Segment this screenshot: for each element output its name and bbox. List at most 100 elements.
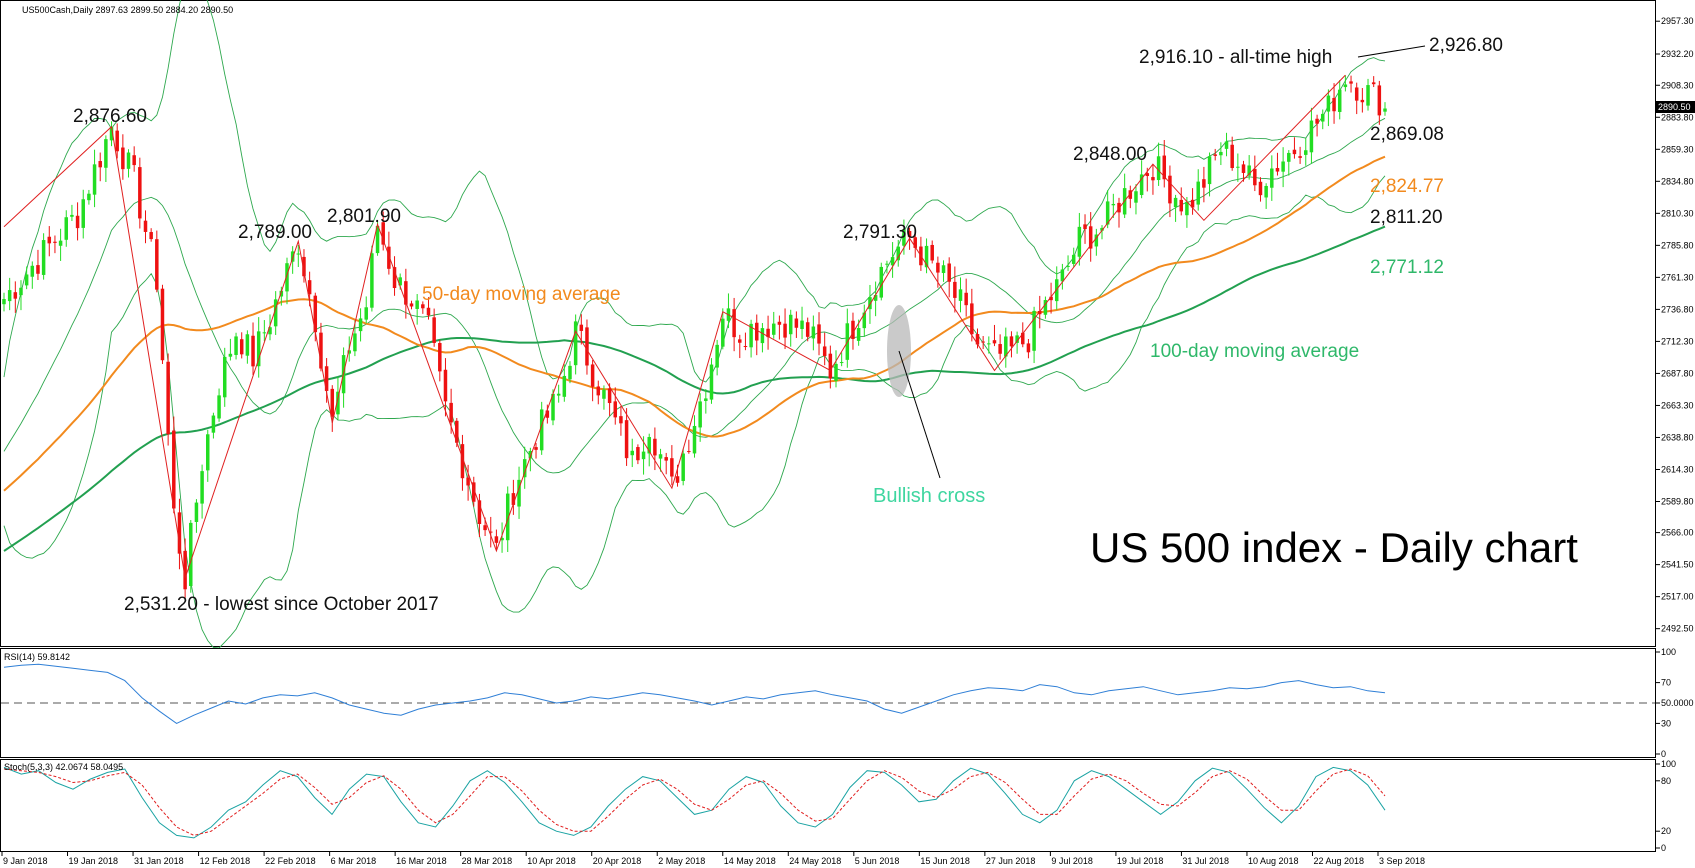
candle-body [664,457,668,461]
bullish-cross-label: Bullish cross [873,485,985,507]
ma50-label: 50-day moving average [422,284,621,305]
stoch-panel-frame [0,759,1656,852]
candle-body [771,323,776,335]
candle-body [528,450,533,459]
candle-body [585,327,589,366]
stoch-axis: 100 80 20 0 [1656,759,1676,853]
ath-pointer [1357,45,1426,58]
candle-body [534,447,538,450]
candle-body [953,281,957,298]
rsi-axis-label: 70 [1661,678,1671,688]
ma100-label: 100-day moving average [1150,341,1359,362]
candle-body [817,324,821,344]
candle-body [653,438,657,456]
candle-body [670,458,674,477]
candle-body [7,290,12,302]
candle-body [1088,226,1093,249]
candle-body [658,454,663,459]
candle-body [449,402,453,423]
candle-body [330,388,335,417]
bullish-cross-pointer [898,350,941,479]
candle-body [1179,199,1183,212]
candle-body [896,246,901,261]
bollinger-upper-line [3,0,1386,383]
candle-body [1354,87,1359,101]
candle-body [902,229,906,246]
candle-body [732,309,736,338]
candle-body [500,537,504,541]
rsi-axis-label: 0 [1661,749,1666,759]
candle-body [1145,173,1150,177]
candle-body [1100,227,1104,231]
candle-body [70,214,74,217]
candle-body [885,263,889,265]
candle-body [1230,144,1234,169]
candle-body [998,344,1002,354]
annotation-lower-band: 2,811.20 [1370,207,1443,228]
annotation-high-mar: 2,801.90 [327,206,401,227]
candle-body [81,199,85,228]
candle-body [879,266,884,298]
candle-body [545,410,550,418]
price-axis-label: 2761.30 [1661,272,1694,282]
stoch-lines [3,766,1386,839]
candle-body [873,295,878,301]
rsi-line [3,663,1386,724]
candle-body [755,322,759,341]
candle-body [613,401,618,418]
candle-body [392,267,397,289]
candle-body [1287,152,1291,162]
candle-body [189,522,193,587]
x-axis-label: 12 Feb 2018 [200,856,251,866]
candle-body [24,274,29,286]
candle-body [1151,177,1155,181]
candle-body [992,340,997,344]
candle-body [121,147,125,170]
candle-body [30,265,35,277]
candle-body [1343,84,1348,88]
ma100-line [3,225,1386,552]
stoch-panel: 100 80 20 0 Stoch(5,3,3) 42.0674 58.0495 [0,759,1676,853]
rsi-panel: 100 70 50.0000 30 0 RSI(14) 59.8142 [0,647,1694,759]
candle-body [1241,164,1246,173]
stoch-d-line [3,768,1386,836]
candle-body [370,253,374,308]
candle-body [1077,226,1082,257]
candle-body [58,240,63,246]
x-axis-label: 9 Jul 2018 [1051,856,1093,866]
candle-body [234,336,238,355]
candle-body [1015,335,1019,343]
annotation-low-feb: 2,531.20 - lowest since October 2017 [124,594,439,615]
candle-body [1326,95,1331,112]
candle-body [1196,181,1200,205]
x-axis-label: 27 Jun 2018 [986,856,1036,866]
annotation-middle-band: 2,869.08 [1370,124,1444,145]
candle-body [268,327,272,335]
candle-body [624,420,629,459]
candle-body [907,231,912,238]
candle-body [211,415,216,433]
candle-body [704,398,708,402]
candle-body [1224,141,1229,149]
bollinger-lower-line [3,175,1386,649]
candle-body [692,425,697,454]
chart-title: US 500 index - Daily chart [1090,524,1578,571]
price-axis-label: 2687.80 [1661,368,1694,378]
candle-body [285,263,289,292]
candle-body [1162,155,1167,180]
price-panel: 2957.30 2932.20 2908.30 2883.80 2859.30 2834.… [0,0,1695,649]
candle-body [302,256,306,277]
candle-body [41,240,46,275]
candle-body [1202,179,1206,188]
price-axis-label: 2638.80 [1661,432,1694,442]
candle-body [964,292,968,306]
price-axis-label: 2957.30 [1661,16,1694,26]
price-axis-label: 2932.20 [1661,49,1694,59]
candle-body [715,344,719,368]
annotation-upper-band: 2,926.80 [1429,35,1503,56]
candle-body [1247,165,1251,176]
price-y-axis: 2957.30 2932.20 2908.30 2883.80 2859.30 2834.… [1656,16,1694,634]
candle-body [194,502,199,522]
candle-body [75,215,80,229]
